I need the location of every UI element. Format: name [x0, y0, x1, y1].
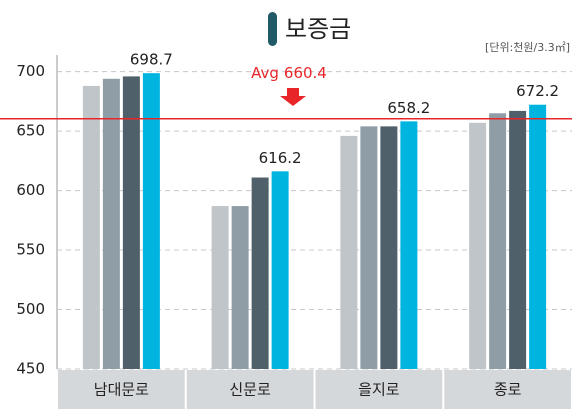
bar: [360, 126, 378, 369]
category-box: [444, 370, 571, 409]
bar: [400, 121, 418, 369]
bar: [251, 177, 269, 369]
y-tick-label: 700: [16, 62, 45, 80]
bar: [142, 73, 160, 369]
y-tick-label: 450: [16, 360, 45, 378]
bar: [82, 85, 100, 369]
unit-label: [단위:천원/3.3㎡]: [485, 40, 570, 54]
average-value: 660.4: [284, 64, 327, 82]
bar: [211, 206, 229, 369]
x-tick-label: 신문로: [229, 381, 271, 399]
bar: [469, 122, 487, 369]
average-arrow: [280, 88, 306, 106]
bar: [489, 113, 507, 369]
x-tick-label: 을지로: [358, 381, 400, 399]
value-label: 672.2: [516, 82, 559, 100]
value-label: 658.2: [387, 99, 430, 117]
average-label: Avg 660.4: [251, 64, 327, 82]
value-label: 616.2: [259, 149, 302, 167]
bar: [231, 206, 249, 369]
category-box: [186, 370, 314, 409]
x-tick-label: 남대문로: [94, 381, 149, 399]
y-tick-label: 550: [16, 241, 45, 259]
y-tick-label: 600: [16, 181, 45, 199]
y-tick-label: 650: [16, 122, 45, 140]
x-tick-label: 종로: [494, 381, 522, 399]
chart-title: 보증금: [285, 15, 351, 43]
bar: [529, 104, 547, 369]
category-box: [58, 370, 185, 409]
bar: [271, 171, 289, 369]
bar: [122, 76, 140, 369]
average-name: Avg: [251, 64, 279, 82]
y-tick-label: 500: [16, 300, 45, 318]
bar: [380, 126, 398, 369]
category-box: [315, 370, 443, 409]
value-label: 698.7: [130, 51, 173, 69]
bar: [340, 135, 358, 369]
title-icon: [268, 12, 277, 46]
bar: [102, 78, 120, 370]
bar: [509, 110, 527, 369]
